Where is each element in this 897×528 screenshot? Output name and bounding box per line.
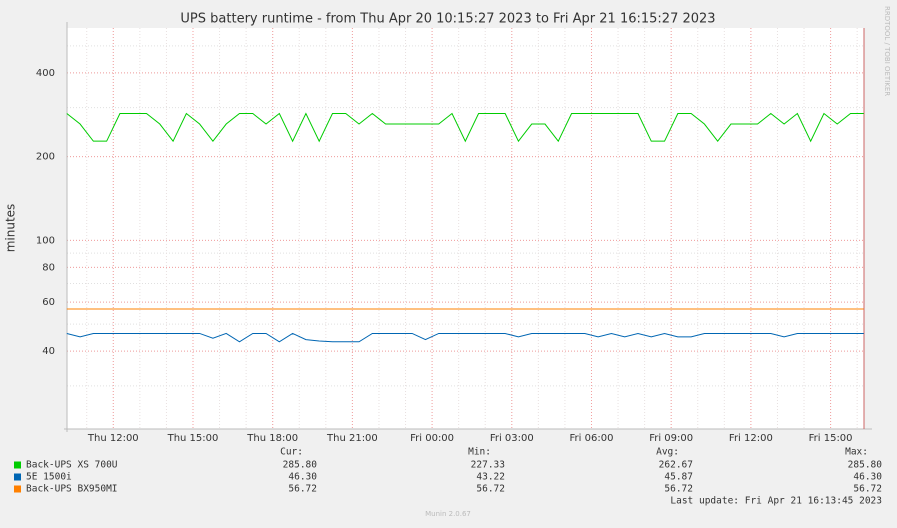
legend-label: Back-UPS BX950MI (26, 484, 118, 495)
stat-header: Min: (468, 447, 491, 458)
footer: Munin 2.0.67 (425, 510, 471, 518)
stat-value: 56.72 (664, 484, 693, 495)
y-tick-label: 40 (42, 346, 55, 357)
legend-label: 5E 1500i (26, 472, 72, 483)
y-tick-label: 200 (36, 152, 55, 163)
stat-value: 262.67 (659, 460, 693, 471)
stat-value: 43.22 (476, 472, 505, 483)
stat-value: 227.33 (471, 460, 505, 471)
x-tick-label: Fri 15:00 (809, 433, 853, 444)
y-tick-label: 80 (42, 262, 55, 273)
x-tick-label: Fri 06:00 (570, 433, 614, 444)
stat-value: 285.80 (848, 460, 883, 471)
last-update: Last update: Fri Apr 21 16:13:45 2023 (670, 496, 882, 507)
stat-value: 56.72 (476, 484, 505, 495)
plot-area (67, 28, 864, 429)
stat-value: 46.30 (288, 472, 317, 483)
x-tick-label: Fri 03:00 (490, 433, 534, 444)
series-line (66, 112, 864, 143)
y-tick-label: 400 (36, 68, 55, 79)
stat-header: Max: (845, 447, 868, 458)
chart-title: UPS battery runtime - from Thu Apr 20 10… (180, 12, 715, 27)
legend-swatch (14, 485, 21, 493)
x-tick-label: Thu 15:00 (167, 433, 219, 444)
stat-header: Cur: (280, 447, 303, 458)
x-tick-label: Fri 09:00 (649, 433, 693, 444)
stat-header: Avg: (656, 447, 679, 458)
y-tick-label: 60 (42, 297, 55, 308)
x-tick-label: Fri 12:00 (729, 433, 773, 444)
y-axis-label: minutes (4, 204, 18, 253)
x-tick-label: Thu 18:00 (246, 433, 298, 444)
y-tick-label: 100 (36, 235, 55, 246)
legend-swatch (14, 461, 21, 469)
stat-value: 56.72 (853, 484, 882, 495)
x-tick-label: Fri 00:00 (410, 433, 454, 444)
x-tick-label: Thu 21:00 (326, 433, 378, 444)
series-line (66, 332, 864, 343)
stat-value: 45.87 (664, 472, 693, 483)
legend-label: Back-UPS XS 700U (26, 460, 118, 471)
x-tick-label: Thu 12:00 (87, 433, 139, 444)
legend-swatch (14, 473, 21, 481)
watermark: RRDTOOL / TOBI OETIKER (883, 6, 891, 96)
stat-value: 285.80 (283, 460, 318, 471)
stat-value: 56.72 (288, 484, 317, 495)
stat-value: 46.30 (853, 472, 882, 483)
